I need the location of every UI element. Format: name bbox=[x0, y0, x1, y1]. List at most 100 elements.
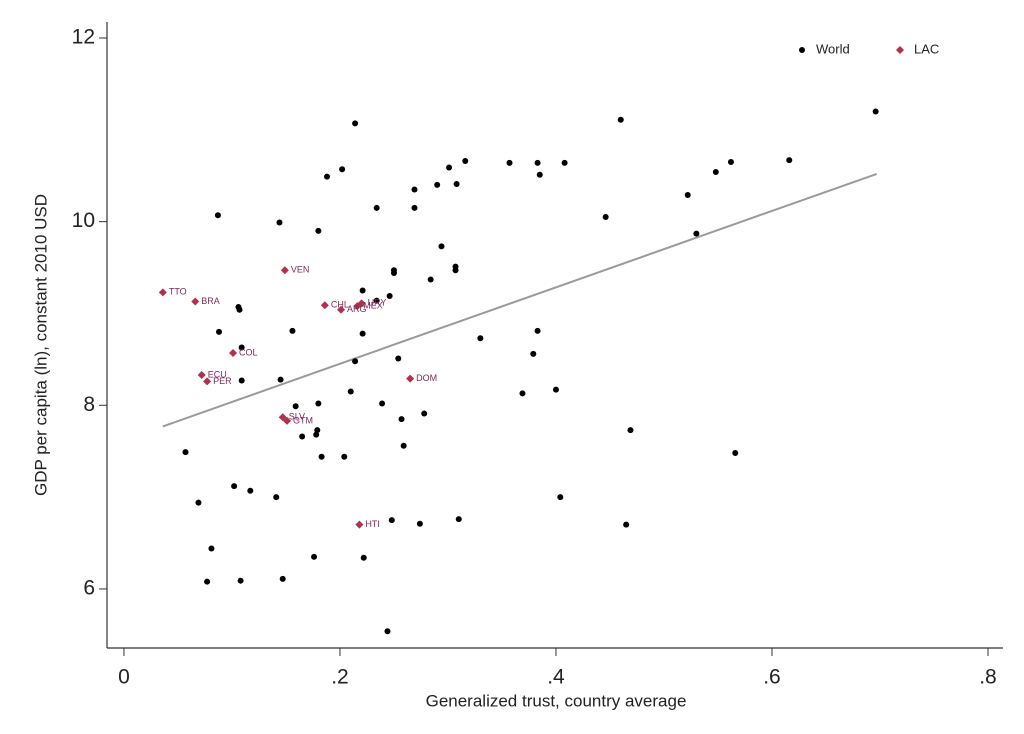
point-label: VEN bbox=[291, 265, 310, 275]
world-point bbox=[438, 243, 445, 250]
world-point bbox=[872, 108, 879, 115]
point-label: CHL bbox=[331, 300, 349, 310]
x-tick-label: .8 bbox=[979, 666, 997, 689]
point-label: DOM bbox=[416, 373, 437, 383]
world-point bbox=[421, 410, 428, 417]
point-label: ECU bbox=[208, 369, 227, 379]
world-point bbox=[292, 403, 299, 410]
world-point bbox=[395, 355, 402, 362]
world-point bbox=[506, 159, 513, 166]
lac-point bbox=[283, 416, 292, 425]
world-point bbox=[273, 494, 280, 501]
lac-point bbox=[320, 301, 329, 310]
world-point bbox=[623, 521, 630, 528]
world-point bbox=[236, 306, 243, 313]
world-point bbox=[314, 427, 321, 434]
world-point bbox=[315, 227, 322, 234]
world-point bbox=[299, 433, 306, 440]
world-point bbox=[352, 120, 359, 127]
world-point bbox=[238, 377, 245, 384]
world-point bbox=[398, 416, 405, 423]
lac-point bbox=[229, 348, 238, 357]
lac-point bbox=[158, 288, 167, 297]
world-point bbox=[693, 230, 700, 237]
x-tick-label: .2 bbox=[331, 666, 349, 689]
world-point bbox=[455, 516, 462, 523]
world-point bbox=[339, 166, 346, 173]
lac-point bbox=[353, 302, 362, 311]
lac-point bbox=[280, 266, 289, 275]
world-point bbox=[352, 358, 359, 365]
x-tick-label: 0 bbox=[118, 666, 130, 689]
world-point bbox=[557, 494, 564, 501]
x-tick-label: .6 bbox=[763, 666, 781, 689]
world-point bbox=[238, 344, 245, 351]
point-label: PER bbox=[213, 376, 232, 386]
point-label: BRA bbox=[201, 296, 220, 306]
x-tick-label: .4 bbox=[547, 666, 565, 689]
world-point bbox=[182, 449, 189, 456]
legend-label: LAC bbox=[914, 41, 939, 56]
world-point bbox=[536, 171, 543, 178]
world-point bbox=[786, 157, 793, 164]
lac-point bbox=[191, 297, 200, 306]
point-label: COL bbox=[239, 347, 258, 357]
lac-point bbox=[197, 370, 206, 379]
world-point bbox=[277, 376, 284, 383]
world-point bbox=[427, 276, 434, 283]
world-point bbox=[216, 328, 222, 335]
world-point bbox=[462, 158, 469, 165]
y-tick-label: 12 bbox=[72, 26, 95, 49]
world-point bbox=[386, 293, 393, 300]
lac-point bbox=[406, 374, 415, 383]
world-point bbox=[732, 450, 739, 457]
legend-marker bbox=[896, 46, 904, 54]
lac-point bbox=[337, 305, 346, 314]
world-point bbox=[373, 204, 380, 211]
point-label: ARG bbox=[347, 304, 367, 314]
world-point bbox=[289, 327, 296, 334]
point-label: TTO bbox=[169, 287, 187, 297]
world-point bbox=[384, 628, 391, 635]
point-label: MEX bbox=[363, 300, 383, 310]
world-point bbox=[231, 483, 238, 490]
world-point bbox=[552, 386, 559, 393]
point-label: HTI bbox=[365, 519, 380, 529]
world-point bbox=[195, 499, 202, 506]
world-point bbox=[411, 186, 418, 193]
lac-point bbox=[355, 520, 364, 529]
world-point bbox=[602, 214, 609, 221]
world-point bbox=[411, 204, 418, 211]
world-point bbox=[360, 554, 367, 561]
world-point bbox=[208, 545, 215, 552]
world-point bbox=[712, 169, 719, 176]
point-label: GTM bbox=[293, 415, 313, 425]
world-point bbox=[204, 578, 211, 585]
world-point bbox=[561, 159, 568, 166]
world-point bbox=[434, 181, 441, 188]
world-point bbox=[519, 390, 526, 397]
world-point bbox=[214, 212, 221, 219]
point-label: SLV bbox=[289, 412, 305, 422]
world-point bbox=[313, 431, 320, 438]
world-point bbox=[534, 327, 541, 334]
y-tick-label: 6 bbox=[83, 577, 95, 600]
world-point bbox=[684, 192, 691, 199]
world-point bbox=[279, 575, 286, 582]
world-point bbox=[388, 517, 395, 524]
world-point bbox=[452, 267, 459, 274]
world-point bbox=[359, 330, 366, 337]
world-point bbox=[359, 287, 366, 294]
world-point bbox=[627, 427, 634, 434]
world-point bbox=[247, 487, 254, 494]
world-point bbox=[477, 335, 484, 342]
world-point bbox=[324, 173, 331, 180]
world-point bbox=[237, 577, 244, 584]
world-point bbox=[530, 350, 537, 357]
world-point bbox=[315, 400, 322, 407]
point-label: URY bbox=[368, 298, 387, 308]
world-point bbox=[416, 520, 423, 527]
world-point bbox=[379, 400, 386, 407]
y-tick-label: 8 bbox=[83, 393, 95, 416]
lac-point bbox=[203, 377, 212, 386]
